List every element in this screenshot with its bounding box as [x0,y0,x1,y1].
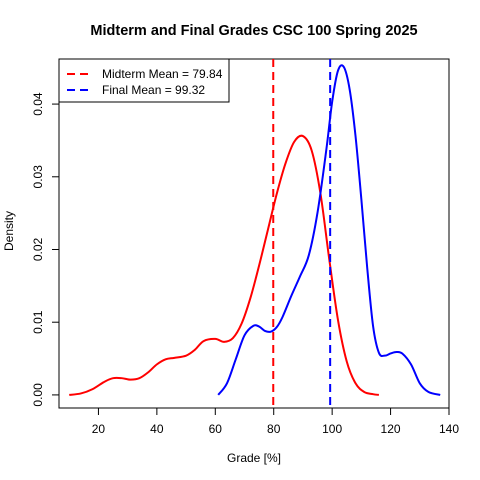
legend-box [58,58,230,103]
y-tick-label: 0.01 [31,310,45,334]
x-axis-label: Grade [%] [227,451,281,465]
mean-lines [272,59,332,408]
density-curves [69,64,441,396]
x-tick-label: 100 [322,422,342,436]
legend-label: Midterm Mean = 79.84 [102,67,223,81]
y-tick-label: 0.04 [31,92,45,116]
legend: Midterm Mean = 79.84 Final Mean = 99.32 [58,58,230,103]
legend-label: Final Mean = 99.32 [102,83,205,97]
y-axis: 0.00 0.01 0.02 0.03 0.04 [31,92,60,407]
chart-title: Midterm and Final Grades CSC 100 Spring … [90,23,417,39]
x-tick-label: 40 [150,422,164,436]
x-tick-label: 80 [267,422,281,436]
x-tick-label: 60 [209,422,223,436]
midterm-density-line [69,134,380,396]
x-tick-label: 120 [381,422,401,436]
x-tick-label: 140 [439,422,459,436]
y-axis-label: Density [2,211,16,251]
x-tick-label: 20 [92,422,106,436]
final-density-line [217,64,441,396]
y-tick-label: 0.02 [31,237,45,261]
plot-frame [58,58,450,409]
y-tick-label: 0.03 [31,165,45,189]
y-tick-label: 0.00 [31,383,45,407]
x-axis: 20 40 60 80 100 120 140 [92,407,459,436]
